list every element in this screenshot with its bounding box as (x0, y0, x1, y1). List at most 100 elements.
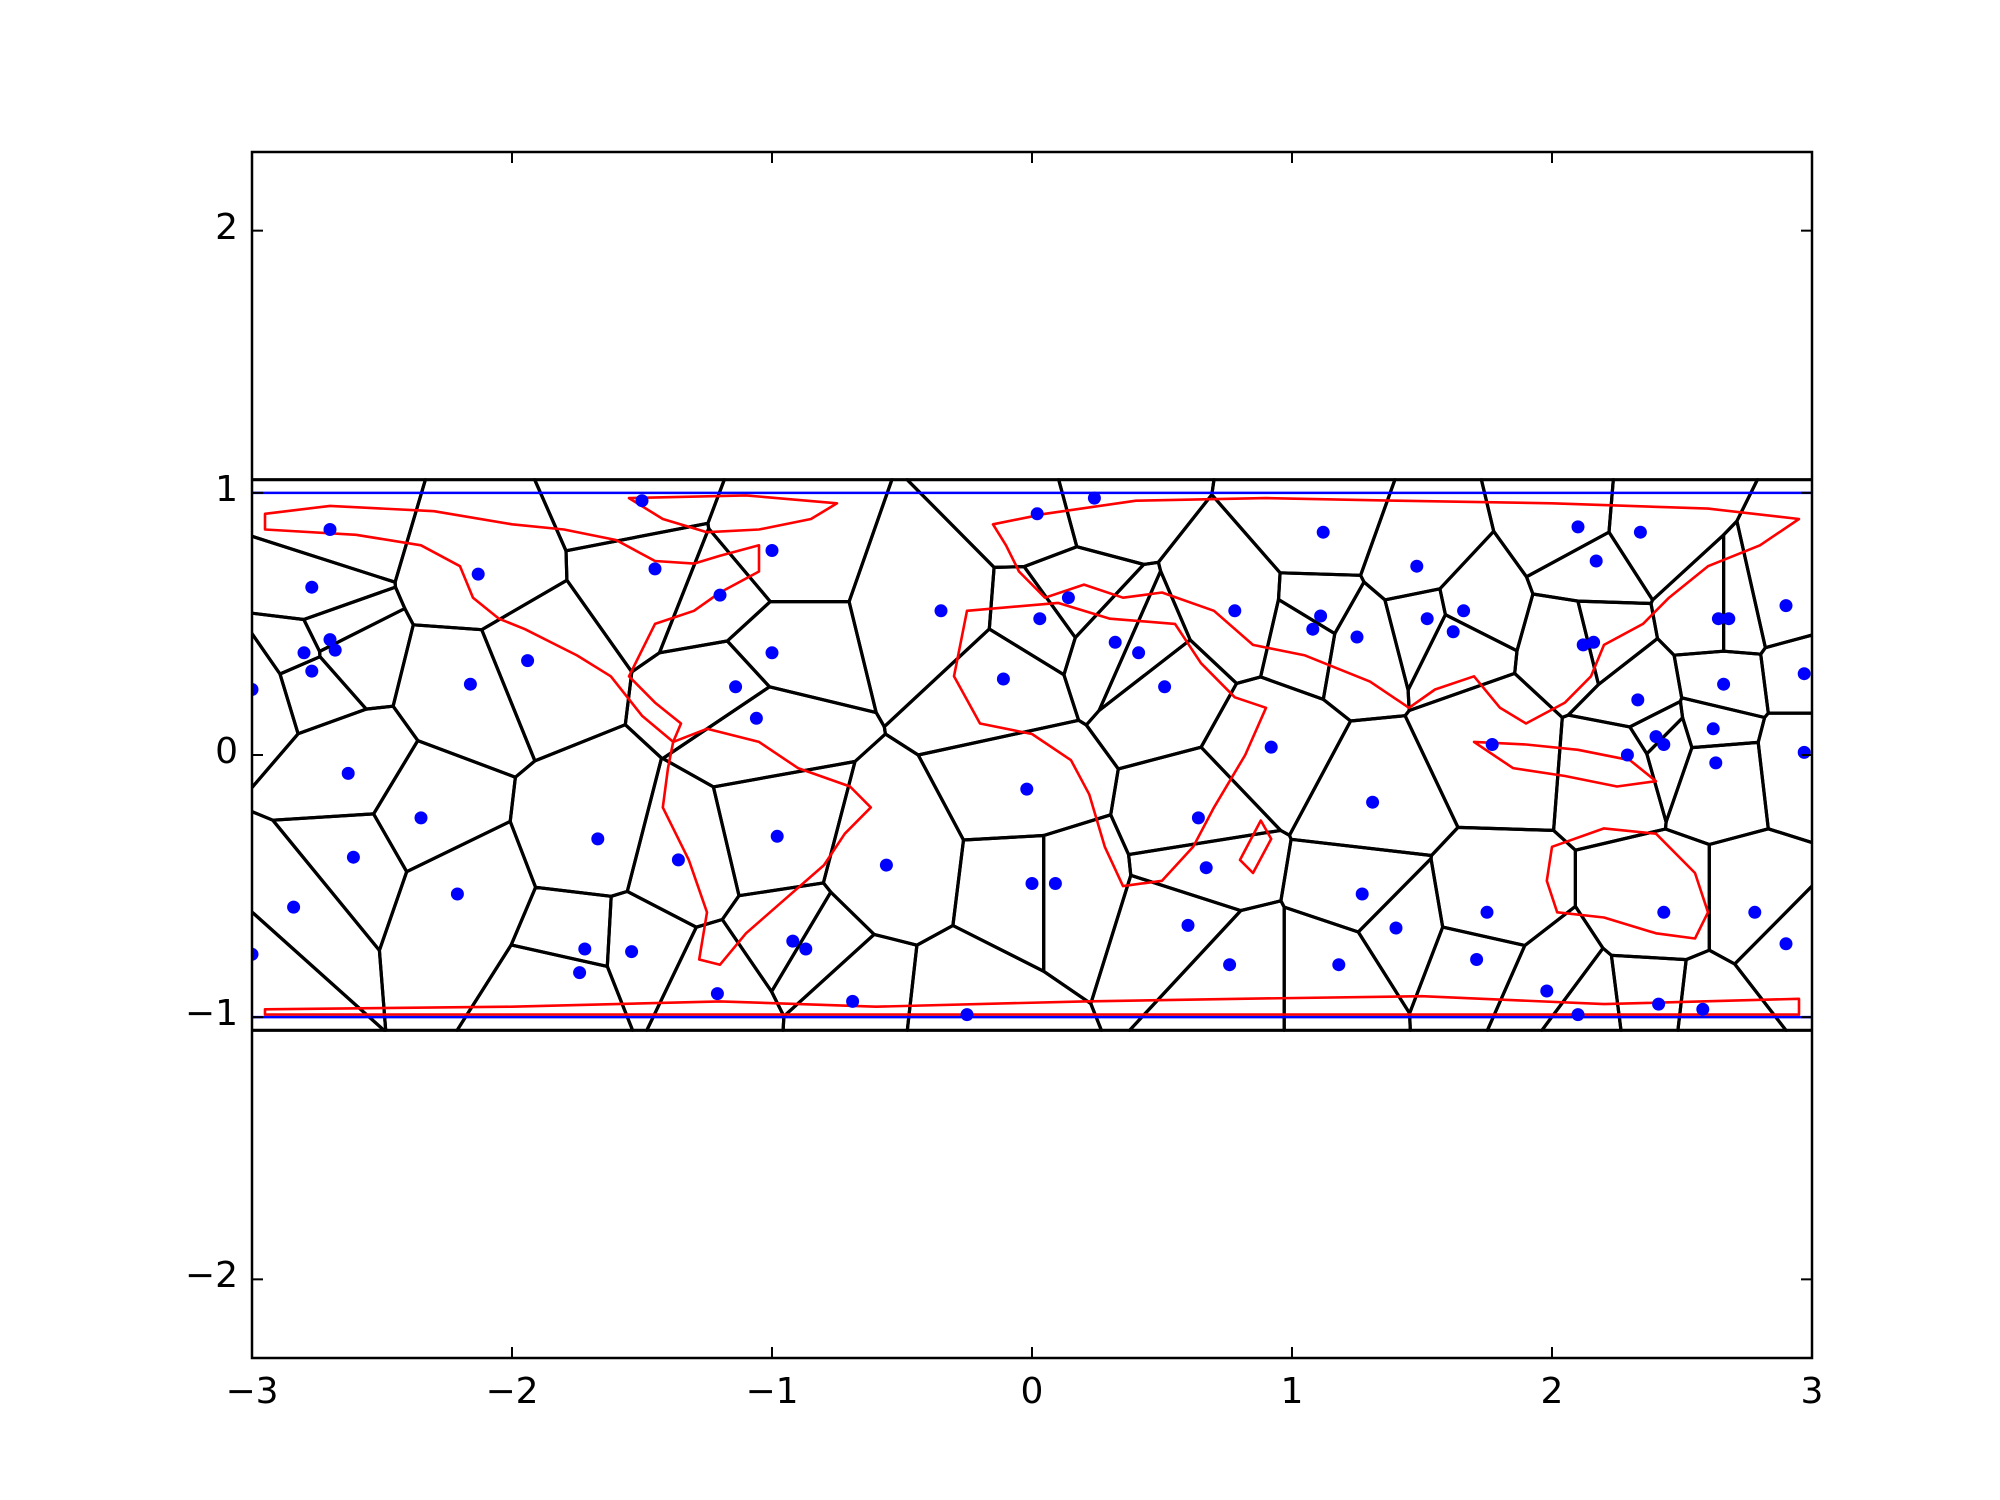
data-point (1316, 525, 1330, 539)
data-point (323, 523, 337, 536)
data-point (799, 942, 813, 956)
data-point (1191, 811, 1205, 825)
data-point (1571, 520, 1585, 534)
coastline (263, 994, 1801, 1016)
data-point (305, 580, 319, 594)
data-point (879, 858, 893, 872)
data-point (1446, 625, 1460, 639)
data-point (1657, 905, 1671, 919)
data-point (1199, 861, 1213, 875)
x-tick-labels: −3 −2 −1 0 1 2 3 (225, 1371, 1823, 1412)
voronoi-cell (252, 909, 386, 1032)
ticks-layer (251, 152, 1813, 1358)
data-point (1587, 635, 1601, 649)
data-point (463, 677, 477, 691)
data-point (1061, 591, 1075, 605)
coastlines (263, 494, 1801, 1016)
data-point (729, 680, 743, 694)
y-tick-label: −1 (185, 993, 238, 1034)
data-point (1410, 559, 1424, 573)
data-point (1420, 612, 1434, 626)
data-point (1717, 677, 1731, 691)
data-point (305, 664, 319, 678)
data-point (934, 604, 948, 618)
x-tick-label: −1 (745, 1371, 798, 1412)
data-point (450, 887, 464, 901)
x-tick-label: −2 (485, 1371, 538, 1412)
data-point (1470, 953, 1484, 966)
x-tick-label: 2 (1541, 1371, 1564, 1412)
data-point (1571, 1008, 1585, 1022)
data-point (635, 494, 649, 508)
data-point (1181, 918, 1195, 932)
data-point (1706, 722, 1720, 736)
data-point (1306, 622, 1320, 636)
data-point (578, 942, 592, 956)
data-point (846, 994, 860, 1008)
data-point (1020, 782, 1034, 796)
data-point (287, 900, 301, 914)
data-point (1779, 937, 1793, 951)
y-tick-label: 0 (215, 731, 238, 772)
data-point (414, 811, 428, 825)
coastline (1238, 819, 1273, 875)
data-point (765, 544, 779, 557)
data-point (1314, 609, 1328, 623)
data-point (1030, 507, 1044, 521)
data-point (521, 654, 535, 668)
data-point (786, 934, 800, 948)
coastline (263, 504, 761, 744)
data-point (252, 683, 259, 696)
data-point (671, 853, 685, 867)
data-point (1048, 877, 1062, 890)
data-point (1108, 635, 1122, 649)
bound-lines (252, 491, 1812, 1019)
data-point (1033, 612, 1047, 626)
data-point (591, 832, 605, 846)
data-point (1779, 599, 1793, 613)
voronoi-cell (252, 630, 300, 790)
points-layer (252, 491, 1811, 1022)
data-point (1158, 680, 1172, 694)
data-point (297, 646, 311, 660)
data-point (1620, 748, 1634, 762)
data-point (1709, 756, 1723, 770)
y-tick-label: 1 (215, 469, 238, 510)
y-tick-labels: −2 −1 0 1 2 (185, 207, 238, 1296)
x-tick-label: −3 (225, 1371, 278, 1412)
data-point (346, 850, 360, 864)
data-point (1389, 921, 1403, 935)
data-point (1087, 491, 1101, 505)
voronoi-cell (1733, 883, 1812, 1032)
x-tick-label: 0 (1021, 1371, 1044, 1412)
plot-area (252, 478, 1812, 1032)
data-point (1223, 958, 1237, 972)
x-tick-label: 1 (1281, 1371, 1304, 1412)
data-point (573, 966, 587, 980)
data-point (1366, 795, 1380, 809)
data-point (1350, 630, 1364, 644)
data-point (1132, 646, 1146, 660)
coastline (1472, 740, 1658, 788)
data-point (625, 945, 639, 959)
data-point (1025, 877, 1039, 890)
data-point (1589, 554, 1603, 568)
data-point (252, 947, 259, 961)
y-tick-label: 2 (215, 207, 238, 248)
voronoi-cells (252, 478, 1812, 1032)
x-tick-label: 3 (1801, 1371, 1824, 1412)
data-point (328, 643, 342, 657)
data-point (1228, 604, 1242, 618)
data-point (960, 1008, 974, 1022)
data-point (341, 766, 355, 780)
data-point (1633, 525, 1647, 539)
data-point (1576, 638, 1590, 652)
y-tick-label: −2 (185, 1255, 238, 1296)
data-point (1355, 887, 1369, 901)
coastline (627, 494, 839, 534)
data-point (648, 562, 662, 576)
data-point (1457, 604, 1471, 618)
data-point (1480, 905, 1494, 919)
